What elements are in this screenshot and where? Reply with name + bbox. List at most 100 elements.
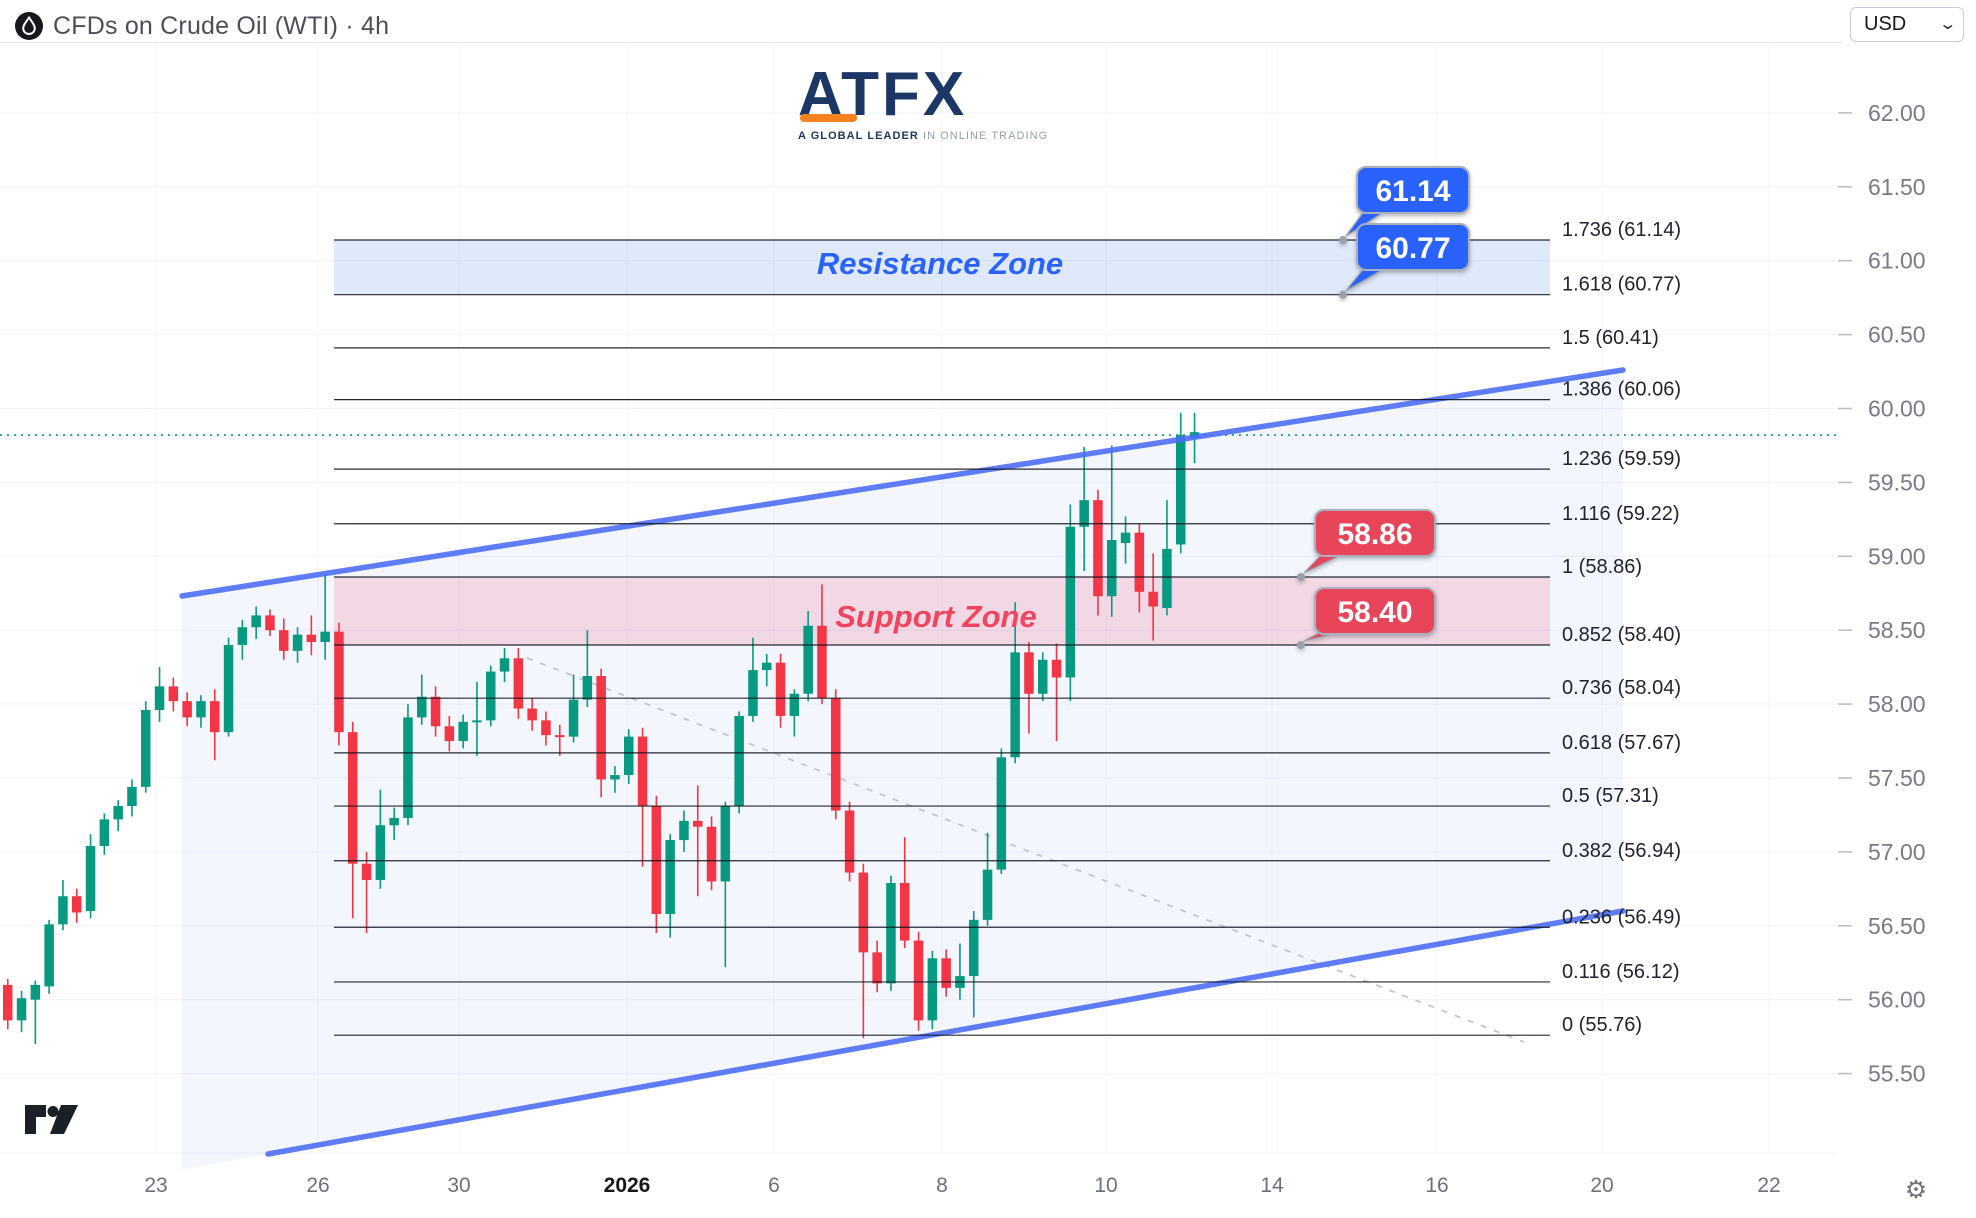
- fib-level-label: 0.736 (58.04): [1562, 677, 1681, 699]
- bubble-anchor-dot: [1297, 640, 1305, 649]
- bubble-anchor-dot: [1339, 290, 1347, 299]
- time-axis[interactable]: 23 26 30 2026 6 8 10 14 16 20 22: [144, 1174, 1780, 1197]
- trend-channel-fill: [182, 370, 1623, 1170]
- upper-channel-line[interactable]: [179, 367, 1626, 599]
- bubble-anchor-dot: [1297, 572, 1305, 581]
- candle: [168, 677, 179, 712]
- fib-level-label: 1.116 (59.22): [1562, 503, 1680, 525]
- candle: [85, 834, 96, 919]
- price-axis-label: 59.50: [1868, 469, 1926, 495]
- candle: [499, 647, 510, 682]
- fib-level-label: 1 (58.86): [1562, 556, 1642, 578]
- candle: [1148, 553, 1158, 641]
- candle: [665, 834, 675, 938]
- candle: [1038, 652, 1048, 702]
- price-axis[interactable]: 62.00 61.50 61.00 60.50 60.00 59.50 59.00 58.50…: [1838, 100, 1926, 1087]
- candle: [1024, 642, 1034, 734]
- candle: [196, 695, 206, 728]
- time-axis-label: 26: [306, 1174, 329, 1197]
- candle: [596, 668, 606, 798]
- price-bubble[interactable]: 58.86: [1297, 509, 1436, 581]
- svg-text:61.14: 61.14: [1375, 175, 1450, 208]
- fib-level-label: 0.116 (56.12): [1562, 961, 1680, 983]
- candle: [582, 630, 593, 708]
- support-zone-label: Support Zone: [835, 599, 1036, 634]
- candle: [996, 748, 1007, 875]
- candle: [762, 653, 772, 687]
- candle: [969, 911, 979, 1018]
- candle: [58, 879, 68, 931]
- candle: [706, 816, 717, 891]
- candle: [568, 674, 579, 743]
- candle: [444, 715, 455, 752]
- candle: [831, 689, 841, 820]
- fib-level-label: 0.618 (57.67): [1562, 732, 1681, 754]
- settings-gear-icon[interactable]: ⚙: [1905, 1176, 1927, 1204]
- atfx-orange-dash-icon: [800, 114, 857, 122]
- price-bubble[interactable]: 61.14: [1339, 166, 1470, 244]
- candle: [417, 674, 427, 725]
- candle: [624, 729, 634, 784]
- price-bubble[interactable]: 60.77: [1339, 223, 1470, 299]
- price-axis-label: 56.00: [1868, 987, 1926, 1013]
- svg-text:58.86: 58.86: [1337, 518, 1412, 551]
- candle: [734, 711, 744, 814]
- time-axis-label: 22: [1757, 1174, 1780, 1197]
- candle: [872, 940, 882, 993]
- symbol-title[interactable]: CFDs on Crude Oil (WTI) · 4h: [53, 11, 390, 40]
- candle: [486, 665, 496, 727]
- atfx-tagline: A GLOBAL LEADER IN ONLINE TRADING: [798, 130, 1049, 142]
- fib-level-label: 1.5 (60.41): [1562, 327, 1659, 349]
- candle: [16, 990, 27, 1033]
- svg-text:58.40: 58.40: [1337, 596, 1412, 629]
- currency-selector[interactable]: USD ⌄: [1850, 7, 1964, 42]
- candle: [141, 701, 151, 793]
- candle: [72, 888, 82, 923]
- candle: [127, 779, 137, 817]
- symbol-header: CFDs on Crude Oil (WTI) · 4h: [14, 8, 389, 44]
- candle: [30, 980, 41, 1045]
- candle: [1065, 504, 1076, 702]
- candle: [403, 704, 413, 826]
- fib-levels[interactable]: 1.736 (61.14) 1.618 (60.77) 1.5 (60.41) 1.3…: [334, 219, 1681, 1036]
- candle: [913, 931, 924, 1031]
- svg-text:60.77: 60.77: [1375, 232, 1450, 265]
- candle: [982, 832, 993, 926]
- candle: [651, 795, 662, 934]
- candle: [900, 837, 910, 948]
- candle: [1051, 643, 1062, 742]
- header-divider: [0, 42, 1842, 43]
- candle: [430, 686, 441, 737]
- price-axis-label: 56.50: [1868, 913, 1926, 939]
- candle: [99, 813, 110, 855]
- time-axis-label: 30: [447, 1174, 470, 1197]
- lower-channel-line[interactable]: [265, 908, 1626, 1157]
- fib-level-label: 1.236 (59.59): [1562, 448, 1681, 470]
- candle: [472, 681, 482, 756]
- candle: [265, 609, 275, 637]
- price-axis-label: 55.50: [1868, 1061, 1926, 1087]
- candle: [1176, 412, 1186, 554]
- candle: [775, 653, 786, 728]
- dashed-trendline[interactable]: [526, 657, 1525, 1043]
- candle: [292, 627, 303, 663]
- candle: [637, 727, 648, 867]
- time-axis-label: 20: [1590, 1174, 1613, 1197]
- candle: [279, 618, 289, 660]
- candle: [858, 863, 869, 1039]
- atfx-logo: ATFX A GLOBAL LEADER IN ONLINE TRADING: [798, 64, 1049, 143]
- price-bubble[interactable]: 58.40: [1297, 587, 1436, 649]
- price-axis-label: 62.00: [1868, 100, 1926, 126]
- candle: [693, 785, 703, 897]
- resistance-zone-band[interactable]: [334, 240, 1550, 295]
- tradingview-logo-icon[interactable]: [25, 1105, 78, 1134]
- candle: [1079, 446, 1089, 572]
- candle: [817, 584, 827, 705]
- time-axis-label: 8: [936, 1174, 948, 1197]
- candles: [3, 412, 1200, 1045]
- price-axis-label: 57.50: [1868, 765, 1926, 791]
- candle: [513, 647, 524, 719]
- candle: [306, 615, 317, 656]
- candle: [113, 800, 123, 832]
